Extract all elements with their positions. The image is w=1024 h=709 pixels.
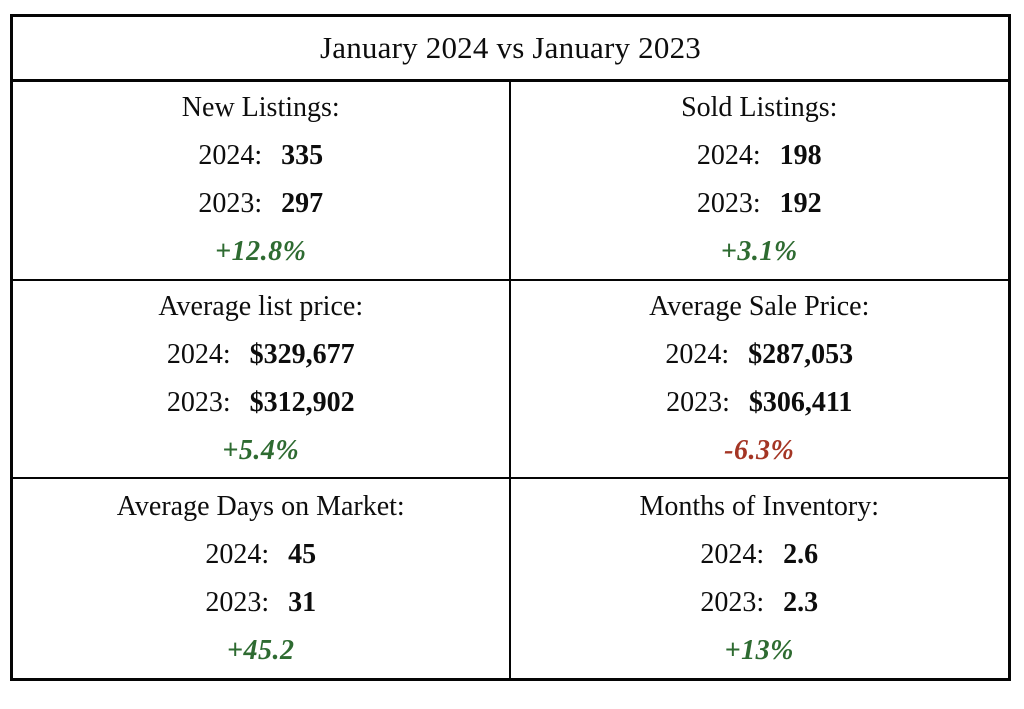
year-2024-label: 2024:	[166, 338, 231, 370]
year-2024-label: 2024:	[198, 140, 263, 172]
stat-2024-value: 2.6	[783, 538, 819, 570]
stat-2023-value: 192	[779, 188, 822, 220]
stat-2024-value: 198	[779, 140, 822, 172]
year-2023-label: 2023:	[205, 586, 270, 618]
stat-2023-value: $306,411	[748, 386, 853, 418]
stat-change: -6.3%	[724, 434, 795, 466]
stat-cell-new-listings: New Listings: 2024: 335 2023: 297 +12.8%	[13, 82, 511, 281]
stat-cell-average-list-price: Average list price: 2024: $329,677 2023:…	[13, 280, 511, 480]
stat-2023-row: 2023: 192	[697, 180, 822, 228]
year-2023-label: 2023:	[666, 386, 730, 418]
stat-change: +13%	[724, 634, 794, 666]
year-2023-label: 2023:	[198, 188, 263, 220]
stat-2024-row: 2024: 335	[198, 132, 323, 180]
stat-change: +45.2	[227, 634, 295, 666]
year-2023-label: 2023:	[166, 386, 231, 418]
year-2023-label: 2023:	[700, 586, 765, 618]
stats-grid: New Listings: 2024: 335 2023: 297 +12.8%…	[13, 82, 1008, 678]
stat-cell-months-of-inventory: Months of Inventory: 2024: 2.6 2023: 2.3…	[511, 479, 1009, 678]
table-title: January 2024 vs January 2023	[13, 17, 1008, 82]
stat-2024-row: 2024: $329,677	[167, 331, 355, 379]
stat-2024-value: 45	[288, 538, 317, 570]
stat-2024-value: $329,677	[249, 338, 355, 370]
stat-2024-row: 2024: 198	[697, 132, 822, 180]
stat-cell-average-days-on-market: Average Days on Market: 2024: 45 2023: 3…	[13, 479, 511, 678]
stat-2024-value: $287,053	[748, 338, 854, 370]
stat-2024-row: 2024: 45	[205, 531, 316, 579]
comparison-table: January 2024 vs January 2023 New Listing…	[10, 14, 1011, 681]
year-2024-label: 2024:	[665, 338, 730, 370]
stat-label: Months of Inventory:	[639, 490, 880, 522]
stat-2023-value: 31	[288, 586, 317, 618]
year-2024-label: 2024:	[205, 538, 270, 570]
stat-label: Sold Listings:	[681, 92, 838, 124]
stat-2023-row: 2023: 2.3	[700, 579, 818, 627]
year-2024-label: 2024:	[696, 140, 761, 172]
stat-2023-row: 2023: 297	[198, 180, 323, 228]
stat-2024-value: 335	[281, 140, 324, 172]
stat-label: Average list price:	[158, 290, 364, 322]
stat-label: Average Sale Price:	[649, 290, 870, 322]
stat-2023-row: 2023: $306,411	[666, 379, 852, 427]
year-2024-label: 2024:	[700, 538, 765, 570]
stat-label: New Listings:	[181, 92, 340, 124]
stat-label: Average Days on Market:	[116, 490, 405, 522]
stat-2024-row: 2024: 2.6	[700, 531, 818, 579]
stat-change: +3.1%	[720, 236, 798, 268]
stat-2023-row: 2023: $312,902	[167, 379, 355, 427]
stat-2023-value: 297	[281, 188, 324, 220]
stat-cell-average-sale-price: Average Sale Price: 2024: $287,053 2023:…	[510, 281, 1008, 480]
stat-cell-sold-listings: Sold Listings: 2024: 198 2023: 192 +3.1%	[510, 82, 1008, 281]
stat-2023-row: 2023: 31	[205, 579, 316, 627]
stat-2023-value: $312,902	[249, 386, 355, 418]
year-2023-label: 2023:	[696, 188, 761, 220]
stat-2023-value: 2.3	[783, 586, 819, 618]
stat-change: +12.8%	[215, 236, 307, 268]
stat-change: +5.4%	[222, 434, 300, 466]
stat-2024-row: 2024: $287,053	[665, 331, 853, 379]
